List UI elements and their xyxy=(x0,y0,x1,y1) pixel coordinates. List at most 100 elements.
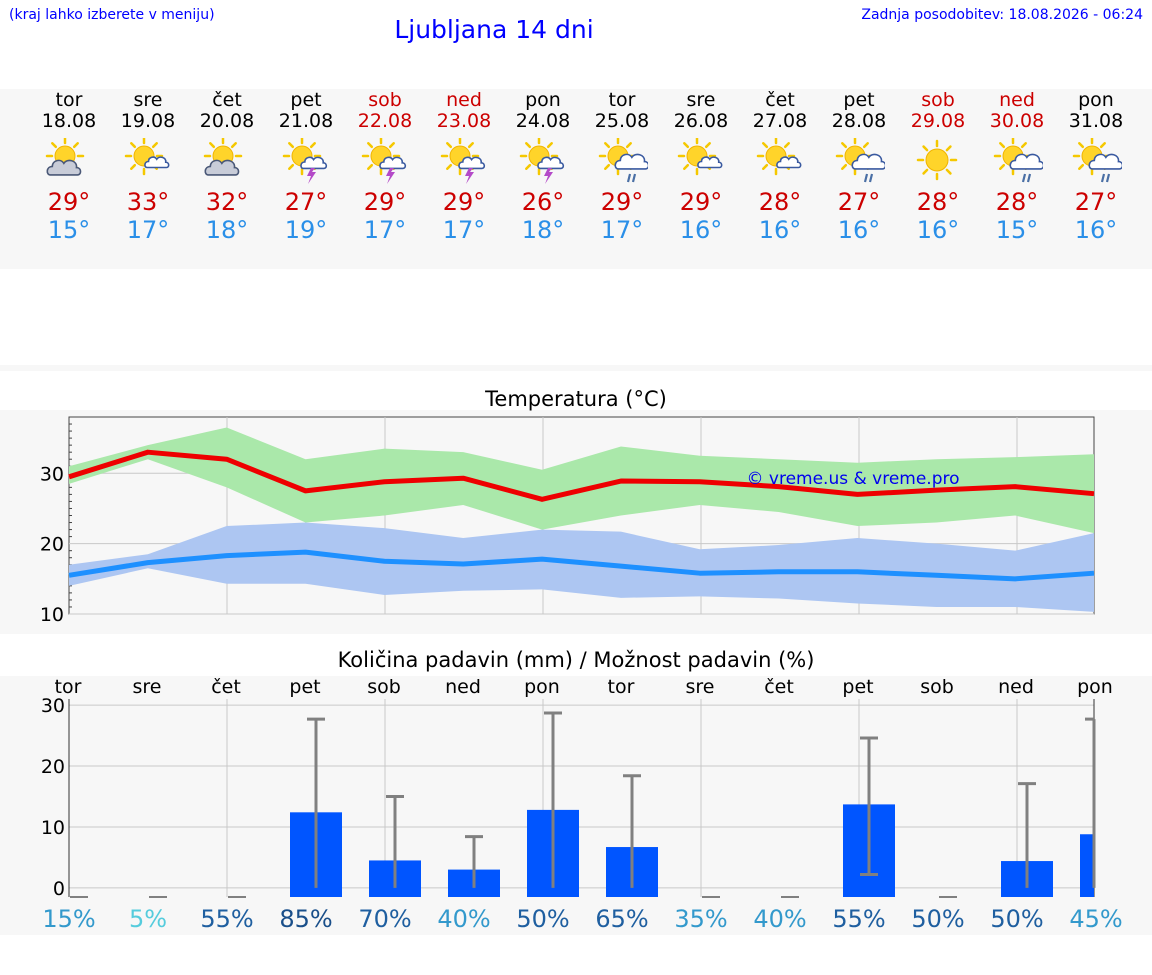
precipitation-probability: 5% xyxy=(128,905,168,933)
max-temperature: 29° xyxy=(679,188,723,216)
x-tick-label: tor xyxy=(608,676,635,698)
max-temperature-line xyxy=(68,449,1095,502)
sun-small-cloud-icon xyxy=(124,138,170,176)
day-column: tor 18.08 29° 15° xyxy=(29,89,109,244)
y-tick-label: 0 xyxy=(53,878,65,900)
day-name: ned xyxy=(999,89,1035,111)
x-tick-label: pet xyxy=(289,676,320,698)
x-tick-label: sre xyxy=(133,676,162,698)
x-tick-label: čet xyxy=(211,676,241,698)
y-tick-label: 10 xyxy=(40,604,64,626)
precipitation-probability: 35% xyxy=(674,905,728,933)
day-date: 24.08 xyxy=(515,110,571,132)
day-name: tor xyxy=(55,89,83,111)
day-date: 28.08 xyxy=(831,110,887,132)
day-column: tor 25.08 29° 17° xyxy=(582,89,662,244)
max-temperature: 28° xyxy=(916,188,960,216)
daily-forecast-strip: tor 18.08 29° 15° sre 19.08 33° 17° čet 20.08 32° 1… xyxy=(0,89,1152,269)
precipitation-probability: 85% xyxy=(279,905,333,933)
day-name: sre xyxy=(686,89,716,111)
x-tick-label: ned xyxy=(445,676,481,698)
day-date: 22.08 xyxy=(357,110,413,132)
precipitation-probability: 15% xyxy=(42,905,96,933)
precipitation-probability: 40% xyxy=(437,905,491,933)
sun-thunderstorm-icon xyxy=(282,138,328,184)
day-column: sre 26.08 29° 16° xyxy=(661,89,741,244)
max-temperature: 27° xyxy=(284,188,328,216)
precipitation-probability: 50% xyxy=(911,905,965,933)
min-temperature-range xyxy=(69,522,1094,612)
day-date: 21.08 xyxy=(278,110,334,132)
precipitation-probability: 70% xyxy=(358,905,412,933)
day-column: čet 20.08 32° 18° xyxy=(187,89,267,244)
day-name: čet xyxy=(212,89,242,111)
min-temperature: 16° xyxy=(916,216,960,244)
day-name: sob xyxy=(921,89,955,111)
x-tick-label: ned xyxy=(998,676,1034,698)
day-name: pon xyxy=(525,89,561,111)
day-date: 27.08 xyxy=(752,110,808,132)
sun-rain-cloud-icon xyxy=(993,138,1043,183)
sun-small-cloud-icon xyxy=(677,138,723,176)
sun-small-cloud-icon xyxy=(756,138,802,176)
max-temperature: 29° xyxy=(363,188,407,216)
precipitation-probability: 40% xyxy=(753,905,807,933)
day-date: 25.08 xyxy=(594,110,650,132)
watermark: © vreme.us & vreme.pro xyxy=(746,469,959,489)
day-name: sob xyxy=(368,89,402,111)
min-temperature: 15° xyxy=(995,216,1039,244)
x-tick-label: pon xyxy=(524,676,560,698)
sun-rain-cloud-icon xyxy=(1072,138,1122,183)
y-tick-label: 10 xyxy=(41,817,65,839)
precipitation-probability: 50% xyxy=(516,905,570,933)
min-temperature: 17° xyxy=(363,216,407,244)
min-temperature: 17° xyxy=(442,216,486,244)
max-temperature: 33° xyxy=(126,188,170,216)
day-column: pon 24.08 26° 18° xyxy=(503,89,583,244)
x-tick-label: tor xyxy=(55,676,82,698)
day-name: čet xyxy=(765,89,795,111)
day-date: 20.08 xyxy=(199,110,255,132)
precipitation-probability: 45% xyxy=(1069,905,1123,933)
precipitation-probability: 50% xyxy=(990,905,1044,933)
y-tick-label: 20 xyxy=(40,534,64,556)
day-name: tor xyxy=(608,89,636,111)
x-tick-label: sob xyxy=(920,676,954,698)
y-tick-label: 30 xyxy=(41,695,65,717)
day-column: sre 19.08 33° 17° xyxy=(108,89,188,244)
min-temperature: 16° xyxy=(837,216,881,244)
precipitation-chart-title: Količina padavin (mm) / Možnost padavin … xyxy=(337,648,815,672)
separator xyxy=(0,365,1152,371)
day-column: sob 22.08 29° 17° xyxy=(345,89,425,244)
last-updated: Zadnja posodobitev: 18.08.2026 - 06:24 xyxy=(861,7,1143,23)
day-date: 26.08 xyxy=(673,110,729,132)
max-temperature: 27° xyxy=(1074,188,1118,216)
sun-rain-cloud-icon xyxy=(835,138,885,183)
day-column: pet 21.08 27° 19° xyxy=(266,89,346,244)
day-column: ned 23.08 29° 17° xyxy=(424,89,504,244)
precipitation-probability: 55% xyxy=(832,905,886,933)
x-tick-label: pet xyxy=(842,676,873,698)
page-title: Ljubljana 14 dni xyxy=(394,15,594,44)
day-name: ned xyxy=(446,89,482,111)
max-temperature: 26° xyxy=(521,188,565,216)
precipitation-probability: 55% xyxy=(200,905,254,933)
day-date: 19.08 xyxy=(120,110,176,132)
min-temperature: 18° xyxy=(205,216,249,244)
sun-rain-cloud-icon xyxy=(598,138,648,183)
day-date: 18.08 xyxy=(41,110,97,132)
x-tick-label: sre xyxy=(686,676,715,698)
day-date: 29.08 xyxy=(910,110,966,132)
max-temperature: 29° xyxy=(47,188,91,216)
max-temperature: 28° xyxy=(758,188,802,216)
y-tick-label: 30 xyxy=(40,463,64,485)
min-temperature: 15° xyxy=(47,216,91,244)
day-name: pon xyxy=(1078,89,1114,111)
min-temperature: 17° xyxy=(600,216,644,244)
min-temperature: 18° xyxy=(521,216,565,244)
plot-area xyxy=(69,699,1094,897)
min-temperature: 16° xyxy=(679,216,723,244)
sun-thunderstorm-icon xyxy=(519,138,565,184)
